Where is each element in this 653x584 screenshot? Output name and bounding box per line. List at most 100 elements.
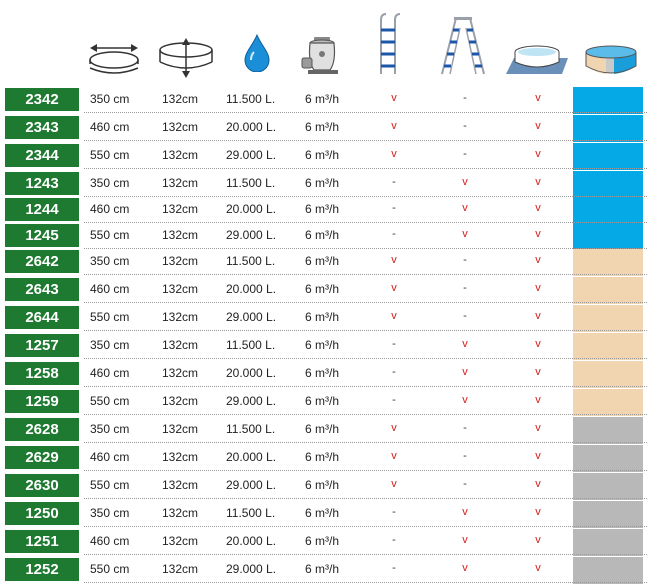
table-row: 1257 350 cm 132cm 11.500 L. 6 m³/h - v v [0, 332, 653, 360]
row-divider [84, 386, 647, 387]
row-divider [84, 168, 647, 169]
liner-color-swatch [573, 277, 643, 304]
ground-cloth-availability: v [535, 450, 541, 462]
height-value: 132cm [162, 92, 199, 106]
volume-value: 11.500 L. [226, 254, 276, 268]
diameter-value: 460 cm [90, 282, 130, 296]
pump-flow-value: 6 m³/h [305, 148, 340, 162]
liner-color-swatch [573, 389, 643, 416]
pump-flow-value: 6 m³/h [305, 478, 340, 492]
pump-flow-value: 6 m³/h [305, 282, 340, 296]
row-divider [84, 140, 647, 141]
row-divider [84, 274, 647, 275]
liner-color-swatch [573, 445, 643, 472]
volume-value: 29.000 L. [226, 148, 277, 162]
volume-value: 29.000 L. [226, 478, 277, 492]
height-value: 132cm [162, 422, 199, 436]
ladder-availability: - [392, 394, 396, 406]
diameter-value: 550 cm [90, 148, 130, 162]
table-row: 1258 460 cm 132cm 20.000 L. 6 m³/h - v v [0, 360, 653, 388]
volume-value: 11.500 L. [226, 422, 276, 436]
pump-flow-value: 6 m³/h [305, 450, 340, 464]
height-value: 132cm [162, 338, 199, 352]
diameter-value: 550 cm [90, 228, 130, 242]
row-divider [84, 470, 647, 471]
ground-cloth-availability: v [535, 478, 541, 490]
ground-cloth-availability: v [535, 148, 541, 160]
diameter-value: 350 cm [90, 254, 130, 268]
liner-color-swatch [573, 417, 643, 444]
table-row: 2642 350 cm 132cm 11.500 L. 6 m³/h v - v [0, 248, 653, 276]
pump-flow-value: 6 m³/h [305, 366, 340, 380]
liner-color-swatch [573, 501, 643, 528]
diameter-value: 350 cm [90, 92, 130, 106]
row-divider [84, 248, 647, 249]
pool-liner-color-icon [585, 45, 637, 74]
table-row: 1244 460 cm 132cm 20.000 L. 6 m³/h - v v [0, 196, 653, 224]
table-row: 2644 550 cm 132cm 29.000 L. 6 m³/h v - v [0, 304, 653, 332]
table-header [0, 0, 653, 84]
diameter-value: 350 cm [90, 176, 130, 190]
row-divider [84, 442, 647, 443]
height-value: 132cm [162, 450, 199, 464]
liner-color-swatch [573, 473, 643, 500]
ground-cloth-availability: v [535, 394, 541, 406]
diameter-value: 350 cm [90, 338, 130, 352]
ground-cloth-availability: v [535, 282, 541, 294]
pump-flow-value: 6 m³/h [305, 202, 340, 216]
ladder-availability: - [392, 338, 396, 350]
ground-cloth-availability: v [535, 120, 541, 132]
height-value: 132cm [162, 120, 199, 134]
table-row: 2344 550 cm 132cm 29.000 L. 6 m³/h v - v [0, 142, 653, 170]
row-divider [84, 358, 647, 359]
volume-value: 29.000 L. [226, 228, 277, 242]
a-frame-ladder-availability: - [463, 450, 467, 462]
volume-value: 20.000 L. [226, 450, 277, 464]
height-value: 132cm [162, 478, 199, 492]
ground-cloth-icon [506, 45, 568, 74]
diameter-icon [89, 44, 139, 74]
volume-value: 11.500 L. [226, 176, 276, 190]
row-divider [84, 112, 647, 113]
pump-flow-value: 6 m³/h [305, 92, 340, 106]
ground-cloth-availability: v [535, 534, 541, 546]
ground-cloth-availability: v [535, 228, 541, 240]
model-code: 1257 [5, 334, 79, 357]
ground-cloth-availability: v [535, 202, 541, 214]
model-code: 2628 [5, 418, 79, 441]
ladder-availability: v [391, 478, 397, 490]
diameter-value: 460 cm [90, 202, 130, 216]
row-divider [84, 554, 647, 555]
table-row: 1243 350 cm 132cm 11.500 L. 6 m³/h - v v [0, 170, 653, 198]
model-code: 2642 [5, 250, 79, 273]
ladder-availability: v [391, 422, 397, 434]
diameter-value: 550 cm [90, 394, 130, 408]
a-frame-ladder-availability: - [463, 148, 467, 160]
table-row: 2342 350 cm 132cm 11.500 L. 6 m³/h v - v [0, 86, 653, 114]
volume-value: 20.000 L. [226, 120, 277, 134]
a-frame-ladder-availability: v [462, 228, 468, 240]
height-value: 132cm [162, 202, 199, 216]
liner-color-swatch [573, 197, 643, 224]
model-code: 2643 [5, 278, 79, 301]
a-frame-ladder-availability: v [462, 562, 468, 574]
model-code: 1243 [5, 172, 79, 195]
diameter-value: 550 cm [90, 562, 130, 576]
table-row: 2628 350 cm 132cm 11.500 L. 6 m³/h v - v [0, 416, 653, 444]
ground-cloth-availability: v [535, 310, 541, 322]
liner-color-swatch [573, 557, 643, 584]
table-row: 1245 550 cm 132cm 29.000 L. 6 m³/h - v v [0, 222, 653, 250]
pump-flow-value: 6 m³/h [305, 310, 340, 324]
ladder-availability: - [392, 534, 396, 546]
table-row: 2643 460 cm 132cm 20.000 L. 6 m³/h v - v [0, 276, 653, 304]
volume-value: 29.000 L. [226, 562, 277, 576]
pump-flow-value: 6 m³/h [305, 422, 340, 436]
diameter-value: 550 cm [90, 310, 130, 324]
ladder-availability: - [392, 366, 396, 378]
ladder-availability: v [391, 310, 397, 322]
pump-flow-value: 6 m³/h [305, 120, 340, 134]
height-value: 132cm [162, 254, 199, 268]
sand-filter-pump-icon [301, 37, 338, 74]
volume-value: 29.000 L. [226, 394, 277, 408]
a-frame-ladder-availability: v [462, 176, 468, 188]
